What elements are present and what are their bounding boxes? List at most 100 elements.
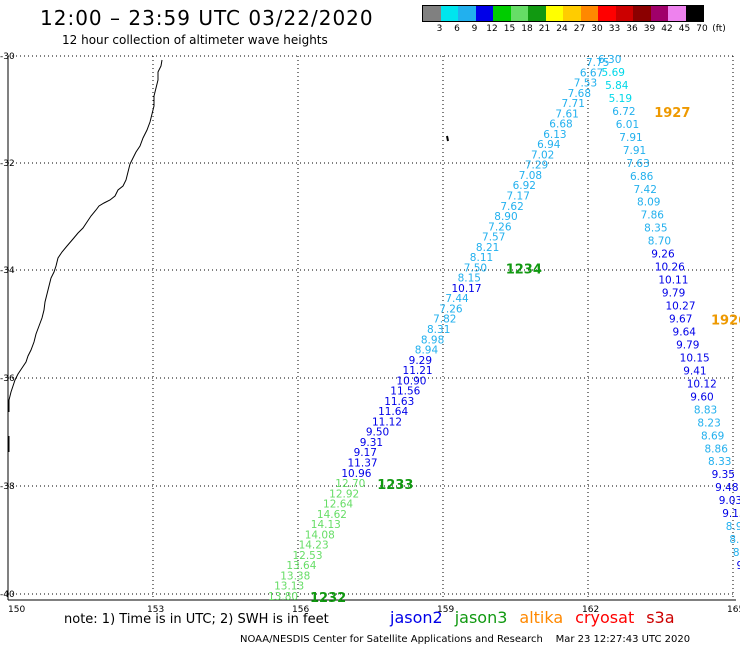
wave-height-label: 7.57 [482, 232, 505, 244]
wave-height-label: 7.26 [439, 303, 463, 315]
wave-height-label: 8.23 [697, 417, 720, 429]
wave-height-label: 7.17 [507, 191, 530, 203]
wave-height-label: 9.26 [651, 249, 675, 261]
wave-height-label: 7.50 [464, 262, 487, 274]
pass-time-label: 1233 [377, 478, 413, 493]
wave-height-label: 6.30 [598, 54, 621, 66]
wave-height-label: 7.53 [574, 78, 597, 90]
lon-tick-label: 165 [727, 605, 740, 615]
wave-height-label: 11.64 [378, 406, 408, 418]
island-mark [446, 135, 449, 142]
color-swatch [423, 6, 441, 21]
wave-height-label: 7.63 [626, 158, 649, 170]
color-scale-label: 33 [608, 24, 621, 34]
wave-height-label: 10.96 [341, 468, 371, 480]
wave-height-label: 7.26 [488, 221, 512, 233]
wave-height-label: 6.68 [549, 119, 572, 131]
lat-lon-grid [8, 55, 736, 600]
wave-height-label: 7.68 [568, 88, 591, 100]
wave-height-label: 8.70 [648, 236, 671, 248]
wave-height-label: 9.13 [722, 508, 740, 520]
lon-tick-label: 153 [147, 605, 164, 615]
wave-height-label: 7.82 [433, 314, 456, 326]
wave-height-label: 8.35 [644, 223, 667, 235]
wave-height-label: 9.03 [719, 495, 740, 507]
wave-height-label: 11.21 [403, 365, 433, 377]
wave-height-label: 7.44 [445, 293, 469, 305]
color-swatch [440, 6, 458, 21]
wave-height-label: 14.62 [317, 509, 347, 521]
wave-height-label: 8.94 [415, 345, 439, 357]
color-swatch [545, 6, 563, 21]
color-scale-labels: 3 6 9 12 15 18 21 24 27 30 33 36 39 42 45 70 (ft) [422, 24, 726, 38]
wave-height-label: 8.11 [470, 252, 493, 264]
satellite-altika: altika [519, 608, 564, 627]
wave-height-label: 7.91 [619, 132, 642, 144]
lat-tick-label: -32 [0, 159, 15, 169]
color-scale-label: 9 [471, 24, 478, 34]
wave-height-label: 7.29 [525, 160, 548, 172]
color-scale-legend: 3 6 9 12 15 18 21 24 27 30 33 36 39 42 45 70 (ft) [422, 5, 726, 38]
color-scale-label: 30 [591, 24, 603, 34]
wave-height-label: 8.98 [421, 334, 444, 346]
wave-height-label: 13.38 [280, 570, 310, 582]
wave-height-label: 14.23 [299, 540, 329, 552]
wave-height-label: 9.64 [673, 326, 697, 338]
wave-height-label: 12.92 [329, 488, 359, 500]
color-swatch [528, 6, 546, 21]
wave-height-label: 9.31 [360, 437, 383, 449]
color-scale-label: 45 [678, 24, 691, 34]
wave-height-label: 9.67 [669, 314, 692, 326]
wave-height-label: 8.15 [458, 273, 481, 285]
color-swatch [598, 6, 616, 21]
wave-height-label: 11.12 [372, 416, 402, 428]
wave-height-label: 9.79 [676, 339, 699, 351]
color-swatch [615, 6, 633, 21]
page-subtitle: 12 hour collection of altimeter wave hei… [62, 33, 328, 47]
wave-height-label: 7.02 [531, 149, 554, 161]
wave-height-label: 7.75 [586, 57, 609, 69]
wave-height-label: 12.70 [335, 478, 365, 490]
wave-height-label: 8.83 [694, 404, 717, 416]
wave-height-label: 7.08 [519, 170, 542, 182]
color-swatch [668, 6, 686, 21]
color-swatch [458, 6, 476, 21]
wave-height-label: 10.12 [687, 378, 717, 390]
wave-height-label: 6.86 [630, 171, 654, 183]
wave-height-label: 8.21 [476, 242, 499, 254]
satellite-s3a: s3a [646, 608, 675, 627]
wave-height-label: 9.35 [712, 469, 735, 481]
color-swatch [650, 6, 668, 21]
altimeter-tracks: 13.8013.1313.3813.6412.5314.2314.0814.13… [268, 0, 740, 606]
wave-height-label: 9.17 [354, 447, 377, 459]
wave-height-label: 9 [736, 560, 740, 572]
axis-tick-labels: 150 153 156 159 162 165 -30 -32 -34 -36 -38 -40 [0, 52, 740, 615]
color-swatch [475, 6, 493, 21]
wave-height-label: 10.26 [655, 262, 685, 274]
wave-height-label: 8.90 [494, 211, 517, 223]
color-scale-label: 18 [521, 24, 533, 34]
wave-height-label: 7.91 [623, 145, 646, 157]
lat-tick-label: -30 [0, 52, 15, 62]
wave-height-label: 8.69 [701, 430, 724, 442]
wave-height-label: 8.31 [427, 324, 450, 336]
wave-height-label: 7.71 [562, 98, 585, 110]
wave-height-label: 13.80 [268, 591, 298, 603]
color-scale-swatches [422, 5, 704, 22]
color-swatch [563, 6, 581, 21]
wave-height-label: 10.17 [451, 283, 481, 295]
wave-height-label: 11.63 [384, 396, 414, 408]
page-title: 12:00 – 23:59 UTC 03/22/2020 [40, 6, 374, 30]
wave-height-label: 5.84 [605, 80, 629, 92]
color-scale-label: 15 [503, 24, 516, 34]
map-frame [7, 56, 736, 601]
lat-tick-label: -36 [0, 374, 15, 384]
wave-height-label: 6.67 [580, 67, 603, 79]
wave-height-label: 7.86 [641, 210, 665, 222]
wave-height-label: 11.56 [390, 386, 420, 398]
lon-tick-label: 150 [8, 605, 25, 615]
track-1232-1235: 13.8013.1313.3813.6412.5314.2314.0814.13… [268, 0, 707, 606]
lat-tick-label: -34 [0, 266, 15, 276]
color-scale-label: 3 [436, 24, 443, 34]
wave-height-label: 8.09 [637, 197, 660, 209]
